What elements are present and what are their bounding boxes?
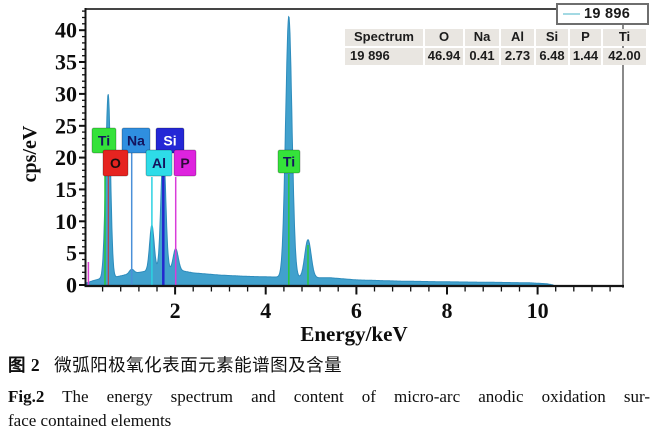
caption-english-line1: Fig.2 The energy spectrum and content of… — [8, 387, 650, 407]
y-tick-label: 10 — [55, 209, 77, 234]
x-tick-label: 8 — [442, 298, 453, 323]
caption-english-line2: face contained elements — [8, 411, 172, 430]
table-header-cell: P — [570, 29, 601, 46]
element-label-box — [277, 149, 301, 174]
y-tick-label: 15 — [55, 177, 77, 202]
y-tick-label: 5 — [66, 241, 77, 266]
caption-english-figure-number: Fig.2 — [8, 387, 45, 406]
element-label-ti: Ti — [277, 149, 301, 174]
y-tick-label: 40 — [55, 18, 77, 43]
legend-line-swatch — [563, 13, 580, 15]
table-cell: 2.73 — [501, 48, 534, 65]
y-tick-label: 30 — [55, 81, 77, 106]
legend-label: 19 896 — [584, 6, 631, 22]
element-label-text: Al — [152, 155, 166, 171]
y-tick-label: 0 — [66, 273, 77, 298]
element-label-text: O — [110, 155, 121, 171]
caption-chinese-figure-number: 图 2 — [8, 355, 41, 375]
table-cell: 0.41 — [465, 48, 499, 65]
element-label-ti: Ti — [91, 127, 117, 154]
y-tick-label: 20 — [55, 145, 77, 170]
table-header-cell: Ti — [603, 29, 646, 46]
element-label-text: Ti — [98, 133, 110, 149]
x-axis-title: Energy/keV — [300, 322, 407, 346]
element-label-text: P — [180, 155, 189, 171]
element-label-text: Si — [163, 133, 176, 149]
caption-english-text: The energy spectrum and content of micro… — [44, 387, 650, 406]
composition-table: Spectrum O Na Al Si P Ti 19 896 46.94 0.41 2.73 6.4… — [345, 29, 646, 65]
table-header-cell: Spectrum — [345, 29, 423, 46]
element-label-na: Na — [121, 127, 151, 154]
table-cell: 6.48 — [536, 48, 568, 65]
element-label-al: Al — [145, 149, 173, 177]
element-label-box — [173, 149, 197, 177]
element-label-text: Ti — [283, 154, 295, 170]
figure-caption: 图 2 微弧阳极氧化表面元素能谱图及含量 Fig.2 The energy spe… — [8, 352, 650, 431]
element-label-si: Si — [155, 127, 185, 154]
element-label-text: Na — [127, 133, 145, 149]
caption-chinese: 图 2 微弧阳极氧化表面元素能谱图及含量 — [8, 352, 650, 377]
y-axis-title: cps/eV — [19, 125, 41, 182]
table-row-label: 19 896 — [345, 48, 423, 65]
table-header-cell: Si — [536, 29, 568, 46]
table-cell: 46.94 — [425, 48, 463, 65]
table-cell: 42.00 — [603, 48, 646, 65]
element-label-box — [121, 127, 151, 154]
table-header-cell: O — [425, 29, 463, 46]
x-tick-label: 6 — [351, 298, 362, 323]
y-tick-label: 25 — [55, 113, 77, 138]
element-label-p: P — [173, 149, 197, 177]
element-label-box — [102, 149, 129, 177]
element-label-o: O — [102, 149, 129, 177]
table-header-cell: Al — [501, 29, 534, 46]
table-header-cell: Na — [465, 29, 499, 46]
x-tick-label: 4 — [260, 298, 271, 323]
x-tick-label: 2 — [170, 298, 181, 323]
legend: 19 896 — [556, 3, 649, 25]
element-label-box — [145, 149, 173, 177]
caption-chinese-text: 微弧阳极氧化表面元素能谱图及含量 — [54, 355, 343, 375]
x-tick-label: 10 — [527, 298, 549, 323]
table-cell: 1.44 — [570, 48, 601, 65]
y-tick-label: 35 — [55, 50, 77, 75]
